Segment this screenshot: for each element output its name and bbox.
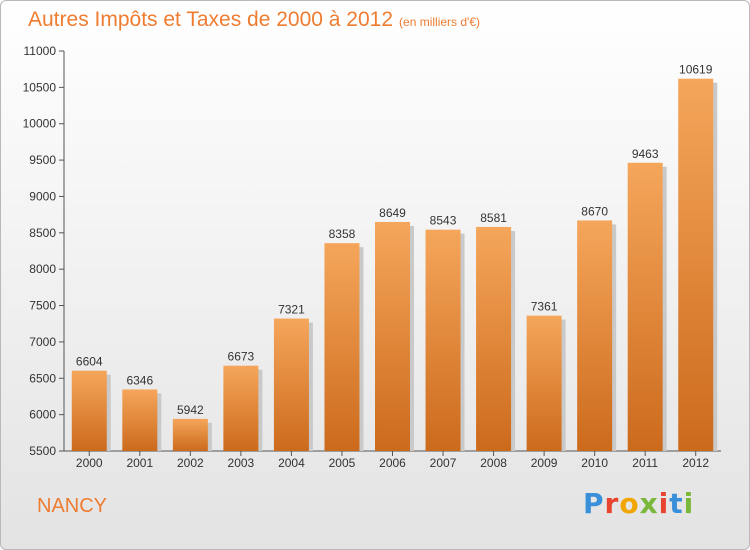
proxiti-logo[interactable]: Proxiti (583, 487, 694, 520)
bar (223, 365, 259, 451)
x-tick-label: 2006 (379, 456, 406, 470)
logo-letter: i (683, 487, 695, 520)
bar (678, 78, 714, 451)
x-tick-label: 2000 (76, 456, 103, 470)
data-label: 7361 (531, 300, 558, 314)
logo-letter: r (604, 487, 620, 520)
y-tick-label: 11000 (24, 44, 57, 58)
x-tick-label: 2002 (177, 456, 204, 470)
y-tick-label: 8000 (29, 262, 56, 276)
bar (577, 220, 613, 451)
bar (526, 315, 562, 451)
bar (71, 370, 107, 451)
data-label: 8581 (480, 211, 507, 225)
y-tick-label: 8500 (29, 226, 56, 240)
bar (273, 318, 309, 451)
data-label: 8358 (329, 227, 356, 241)
y-tick-label: 6000 (29, 408, 56, 422)
data-label: 7321 (278, 303, 305, 317)
chart-title: Autres Impôts et Taxes de 2000 à 2012 (en… (28, 8, 480, 32)
x-tick-label: 2010 (581, 456, 608, 470)
data-label: 6604 (76, 355, 103, 369)
x-tick-label: 2011 (632, 456, 658, 470)
data-label: 6673 (228, 350, 255, 364)
data-label: 8670 (581, 204, 608, 218)
x-tick-label: 2007 (430, 456, 457, 470)
bar (172, 418, 208, 451)
x-tick-label: 2001 (126, 456, 153, 470)
data-label: 8543 (430, 214, 457, 228)
y-tick-label: 9500 (29, 153, 56, 167)
x-tick-label: 2012 (682, 456, 709, 470)
bar (375, 221, 410, 451)
data-label: 5942 (177, 403, 204, 417)
bar (122, 389, 158, 451)
chart-subtitle: (en milliers d'€) (399, 15, 481, 29)
data-labels: 6604 6346 5942 6673 7321 8358 8649 8543 8581 7361… (76, 63, 713, 417)
y-tick-label: 7500 (29, 299, 56, 313)
x-tick-label: 2009 (531, 456, 558, 470)
bar (476, 226, 512, 451)
bar (324, 243, 360, 451)
y-tick-label: 10000 (23, 117, 57, 131)
x-tick-label: 2004 (278, 456, 305, 470)
bars (71, 78, 718, 452)
y-tick-label: 9000 (29, 189, 56, 203)
data-label: 10619 (679, 63, 713, 77)
logo-letter: t (669, 487, 684, 520)
chart-title-text: Autres Impôts et Taxes de 2000 à 2012 (28, 8, 394, 31)
y-tick-label: 10500 (23, 80, 57, 94)
data-label: 8649 (379, 206, 406, 220)
y-tick-label: 6500 (29, 371, 56, 385)
x-tick-label: 2005 (329, 456, 356, 470)
y-tick-label: 7000 (29, 335, 56, 349)
y-tick-label: 5500 (29, 444, 56, 458)
logo-letter: o (619, 487, 640, 520)
logo-letter: x (639, 487, 659, 520)
x-tick-label: 2008 (480, 456, 507, 470)
logo-letter: P (583, 487, 605, 520)
bar (425, 229, 461, 451)
bar (627, 162, 663, 452)
data-label: 9463 (632, 147, 659, 161)
logo-letter: i (658, 487, 670, 520)
data-label: 6346 (126, 373, 153, 387)
x-tick-label: 2003 (228, 456, 255, 470)
place-name: NANCY (37, 495, 108, 517)
